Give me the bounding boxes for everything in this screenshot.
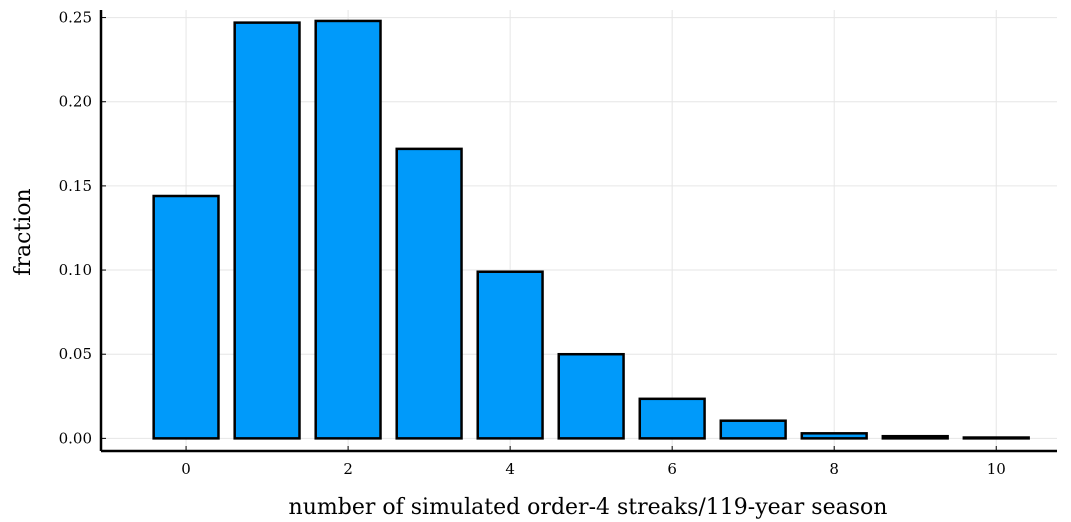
- x-tick-label: 6: [667, 460, 677, 478]
- bar-4: [476, 270, 544, 440]
- y-tick-label: 0.10: [59, 261, 92, 279]
- bar-9: [881, 434, 949, 440]
- bar-6: [638, 397, 706, 440]
- x-tick-label: 0: [181, 460, 191, 478]
- bar-0: [152, 194, 220, 440]
- bar-7: [719, 419, 787, 440]
- bar-8: [800, 432, 868, 440]
- x-tick-label: 2: [343, 460, 353, 478]
- x-tick-label: 10: [987, 460, 1006, 478]
- y-axis-title: fraction: [11, 188, 36, 275]
- axes: [99, 10, 1057, 453]
- bar-10: [962, 436, 1030, 440]
- y-tick-label: 0.05: [59, 345, 92, 363]
- bars: [152, 19, 1030, 440]
- y-tick-label: 0.15: [59, 177, 92, 195]
- tick-labels: 0 2 4 6 8 10 0.00 0.05 0.10 0.15 0.20 0.25: [59, 9, 1006, 478]
- y-tick-label: 0.20: [59, 93, 92, 111]
- y-tick-label: 0.00: [59, 429, 92, 447]
- x-tick-label: 8: [829, 460, 839, 478]
- bar-5: [557, 352, 625, 440]
- y-tick-label: 0.25: [59, 9, 92, 27]
- bar-2: [314, 19, 382, 440]
- x-axis-title: number of simulated order-4 streaks/119-…: [289, 495, 888, 520]
- bar-3: [395, 147, 463, 440]
- bar-1: [233, 21, 301, 440]
- x-tick-label: 4: [505, 460, 515, 478]
